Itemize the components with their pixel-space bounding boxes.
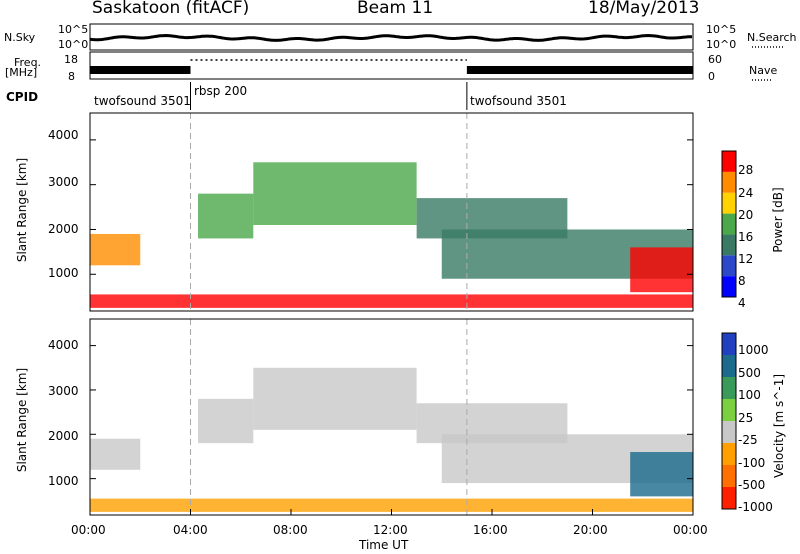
- power-colorbar-label: Power [dB]: [771, 187, 785, 253]
- search-tick-low: 10^0: [706, 38, 737, 51]
- power-cb-20: 20: [738, 208, 754, 222]
- velocity-colorbar-swatch: [722, 399, 736, 421]
- panel-frame: [89, 112, 694, 312]
- echo-feature: [441, 229, 693, 279]
- power-colorbar-swatch: [722, 192, 736, 214]
- power-heatmap: [90, 113, 693, 311]
- power-colorbar-swatch: [722, 151, 736, 172]
- xtick-3: 12:00: [373, 523, 408, 537]
- freq-tick-high: 18: [64, 53, 78, 66]
- vel-cb-neg500: -500: [738, 478, 766, 492]
- power-colorbar-swatch: [722, 234, 736, 256]
- power-colorbar-swatch: [722, 171, 736, 193]
- vel-cb-25: 25: [738, 411, 754, 425]
- power-colorbar-frame: [721, 150, 737, 298]
- cpid-segment-3: twofsound 3501: [470, 94, 567, 108]
- echo-feature: [90, 294, 693, 308]
- freq-label: Freq.: [14, 56, 42, 69]
- nave-tick-high: 60: [708, 53, 722, 66]
- date-label: 18/May/2013: [588, 0, 700, 18]
- echo-feature: [441, 434, 693, 484]
- cpid-segment-1: twofsound 3501: [94, 94, 191, 108]
- freq-bar: [90, 66, 191, 74]
- sky-tick-low: 10^0: [58, 38, 89, 51]
- nsky-label: N.Sky: [4, 31, 36, 44]
- velocity-colorbar-swatch: [722, 487, 736, 509]
- power-colorbar-swatch: [722, 255, 736, 277]
- beam-label: Beam 11: [357, 0, 434, 18]
- velocity-colorbar-swatch: [722, 333, 736, 355]
- velocity-ylabel: Slant Range [km]: [15, 367, 29, 473]
- power-cb-12: 12: [738, 252, 754, 266]
- power-cb-24: 24: [738, 186, 754, 200]
- vel-cb-neg25: -25: [738, 433, 758, 447]
- vel-cb-neg100: -100: [738, 456, 766, 470]
- velocity-ytick-2000: 2000: [48, 429, 79, 443]
- nave-label: Nave: [749, 64, 778, 77]
- power-cb-16: 16: [738, 230, 754, 244]
- xlabel: Time UT: [359, 538, 409, 552]
- velocity-heatmap: [90, 319, 693, 515]
- vel-cb-1000: 1000: [738, 343, 769, 357]
- echo-feature: [630, 452, 693, 497]
- vel-cb-neg1000: -1000: [738, 500, 773, 514]
- search-tick-high: 10^5: [706, 23, 737, 36]
- xtick-6: 00:00: [673, 523, 708, 537]
- summary-panels: [89, 33, 783, 110]
- echo-feature: [630, 247, 693, 293]
- velocity-colorbar-swatch: [722, 465, 736, 487]
- echo-feature: [90, 438, 141, 470]
- xtick-0: 00:00: [71, 523, 106, 537]
- velocity-colorbar-swatch: [722, 443, 736, 465]
- velocity-colorbar-label: Velocity [m s^-1]: [772, 373, 786, 479]
- station-title: Saskatoon (fitACF): [92, 0, 250, 18]
- velocity-ytick-1000: 1000: [48, 474, 79, 488]
- power-ytick-1000: 1000: [48, 266, 79, 280]
- echo-feature: [90, 498, 693, 512]
- echo-feature: [90, 233, 141, 266]
- velocity-ytick-3000: 3000: [48, 384, 79, 398]
- freq-tick-low: 8: [68, 70, 75, 83]
- velocity-colorbar-swatch: [722, 377, 736, 399]
- colorbars: [721, 150, 737, 510]
- power-colorbar-swatch: [722, 213, 736, 235]
- echo-feature: [253, 162, 417, 225]
- nsky-trace: [89, 33, 692, 42]
- power-ytick-2000: 2000: [48, 222, 79, 236]
- cpid-label: CPID: [6, 90, 39, 104]
- power-cb-4: 4: [738, 296, 746, 310]
- vel-cb-100: 100: [738, 388, 761, 402]
- power-colorbar-swatch: [722, 276, 736, 297]
- xtick-1: 04:00: [173, 523, 208, 537]
- echo-feature: [253, 367, 417, 430]
- velocity-colorbar-frame: [721, 332, 737, 510]
- echo-feature: [416, 198, 568, 239]
- xtick-5: 20:00: [573, 523, 608, 537]
- echo-feature: [198, 193, 254, 239]
- power-ytick-3000: 3000: [48, 175, 79, 189]
- freq-unit: [MHz]: [5, 66, 38, 79]
- power-ylabel: Slant Range [km]: [15, 157, 29, 263]
- panel-frame: [89, 318, 694, 516]
- freq-bar: [466, 66, 693, 74]
- nave-tick-low: 0: [708, 70, 715, 83]
- power-ytick-4000: 4000: [48, 128, 79, 142]
- nsearch-label: N.Search: [747, 31, 797, 44]
- xtick-4: 16:00: [473, 523, 508, 537]
- power-cb-8: 8: [738, 274, 746, 288]
- echo-feature: [416, 403, 568, 444]
- sky-frame: [89, 23, 694, 51]
- xtick-2: 08:00: [273, 523, 308, 537]
- cpid-segment-2: rbsp 200: [194, 84, 248, 98]
- velocity-ytick-4000: 4000: [48, 338, 79, 352]
- sky-tick-high: 10^5: [58, 23, 89, 36]
- vel-cb-500: 500: [738, 366, 761, 380]
- echo-feature: [198, 398, 254, 444]
- freq-frame: [89, 51, 694, 80]
- velocity-colorbar-swatch: [722, 355, 736, 377]
- velocity-colorbar-swatch: [722, 421, 736, 443]
- power-cb-28: 28: [738, 163, 754, 177]
